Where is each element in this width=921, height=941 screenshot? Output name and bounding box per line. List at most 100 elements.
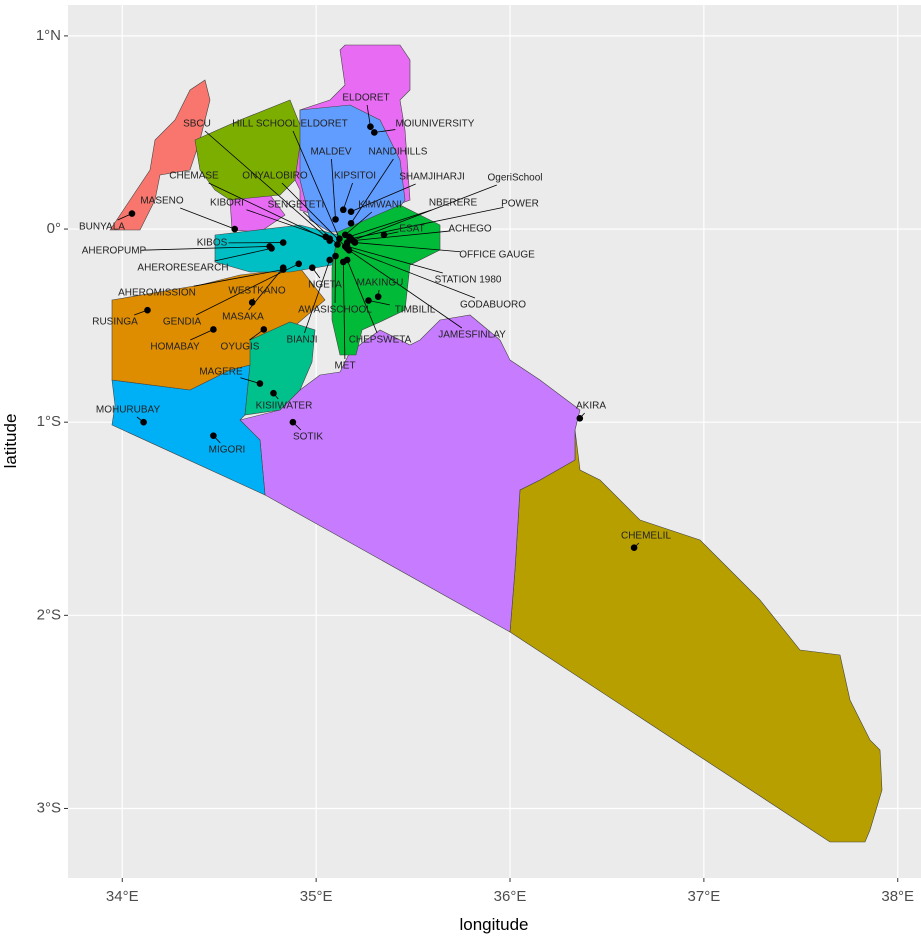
y-tick-label: 2°S	[37, 606, 61, 623]
leader-line	[366, 104, 371, 127]
station-point	[367, 123, 374, 130]
station-label: MAGERE	[199, 367, 243, 378]
station-label: POWER	[501, 199, 539, 210]
station-label: SBCU	[183, 119, 211, 130]
leader-line	[204, 130, 327, 238]
station-label: CHEMASE	[169, 171, 219, 182]
leader-line	[350, 183, 416, 213]
station-label: AHEROPUMP	[82, 246, 147, 257]
station-label: RUSINGA	[92, 317, 138, 328]
leader-line	[350, 206, 504, 240]
station-label: OYUGIS	[221, 342, 260, 353]
leader-line	[348, 209, 432, 238]
leader-line	[374, 129, 396, 133]
leader-line	[240, 377, 261, 384]
station-label: STATION 1980	[435, 275, 502, 286]
station-label: ELDORET	[342, 93, 389, 104]
station-point	[256, 380, 264, 387]
station-point	[339, 206, 347, 214]
station-point	[279, 239, 287, 246]
station-point	[144, 306, 151, 314]
x-tick-label: 35°E	[300, 888, 333, 905]
y-tick-label: 3°S	[37, 799, 61, 816]
leader-line	[347, 246, 443, 274]
station-point	[374, 293, 382, 300]
station-label: MIGORI	[209, 445, 246, 456]
station-label: MOIUNIVERSITY	[396, 119, 475, 130]
x-tick-label: 34°E	[106, 888, 139, 905]
station-point	[295, 260, 302, 268]
station-label: AKIRA	[576, 401, 606, 412]
region	[109, 79, 211, 231]
station-point	[210, 432, 217, 440]
station-label: AWASISCHOOL	[298, 305, 372, 316]
station-label: AHERORESEARCH	[137, 263, 228, 274]
leader-line	[193, 269, 284, 287]
station-label: ESAT	[399, 224, 424, 235]
leader-line	[292, 130, 340, 239]
station-point	[326, 235, 334, 243]
station-label: AHEROMISSION	[118, 288, 196, 299]
station-label: ACHEGO	[448, 224, 492, 235]
y-tick-label: 1°N	[36, 27, 61, 44]
leader-line	[246, 209, 330, 240]
station-label: GODABUORO	[460, 300, 526, 311]
station-label: SOTIK	[293, 432, 323, 443]
station-point	[345, 246, 353, 254]
station-label: SHAMJIHARJI	[399, 172, 465, 183]
region	[194, 99, 303, 201]
region	[244, 321, 316, 416]
station-label: NBERERE	[429, 198, 478, 209]
leader-line	[331, 158, 336, 220]
station-point	[231, 225, 239, 233]
station-label: JAMESFINLAY	[438, 330, 506, 341]
x-tick-label: 38°E	[881, 888, 914, 905]
leader-line	[342, 182, 353, 210]
station-point	[210, 326, 217, 333]
region	[239, 314, 581, 633]
station-label: TIMBILIL	[395, 305, 436, 316]
station-point	[347, 219, 355, 227]
leader-line	[208, 182, 330, 241]
station-label: HOMABAY	[150, 342, 200, 353]
leader-line	[281, 182, 346, 247]
station-point	[326, 256, 334, 264]
station-point	[365, 297, 372, 304]
y-tick-label: 0°	[47, 220, 61, 237]
labels: ELDORET MOIUNIVERSITY HILL SCHOOL ELDORET S…	[79, 93, 671, 542]
station-point	[308, 264, 316, 271]
station-point	[279, 264, 287, 271]
station-label: WESTKANO	[228, 286, 285, 297]
station-point	[334, 241, 341, 248]
region	[331, 204, 441, 356]
leader-line	[347, 247, 476, 299]
station-point	[140, 418, 147, 426]
leader-line	[348, 249, 463, 329]
station-point	[351, 239, 359, 246]
station-point	[336, 235, 343, 243]
regions	[109, 44, 883, 843]
leader-line	[346, 259, 378, 334]
station-point	[332, 216, 339, 223]
leader-line	[368, 300, 390, 306]
leaders	[117, 104, 640, 549]
station-point	[268, 245, 275, 252]
station-label: GENDIA	[163, 317, 202, 328]
leader-line	[190, 329, 214, 341]
station-point	[371, 129, 378, 136]
station-label: KIBOS	[197, 238, 228, 249]
station-label: SENGETETI	[268, 200, 325, 211]
station-point	[576, 415, 584, 422]
station-label: KIMWANI	[358, 200, 402, 211]
leader-line	[350, 158, 394, 224]
leader-line	[142, 246, 270, 251]
station-point	[128, 210, 136, 217]
station-point	[332, 252, 339, 260]
station-point	[260, 326, 268, 333]
leader-line	[344, 211, 373, 236]
station-label: MASAKA	[222, 312, 264, 323]
station-label: ONYALOBIRO	[242, 171, 308, 182]
x-tick-label: 37°E	[688, 888, 721, 905]
station-label: MASENO	[140, 196, 184, 207]
